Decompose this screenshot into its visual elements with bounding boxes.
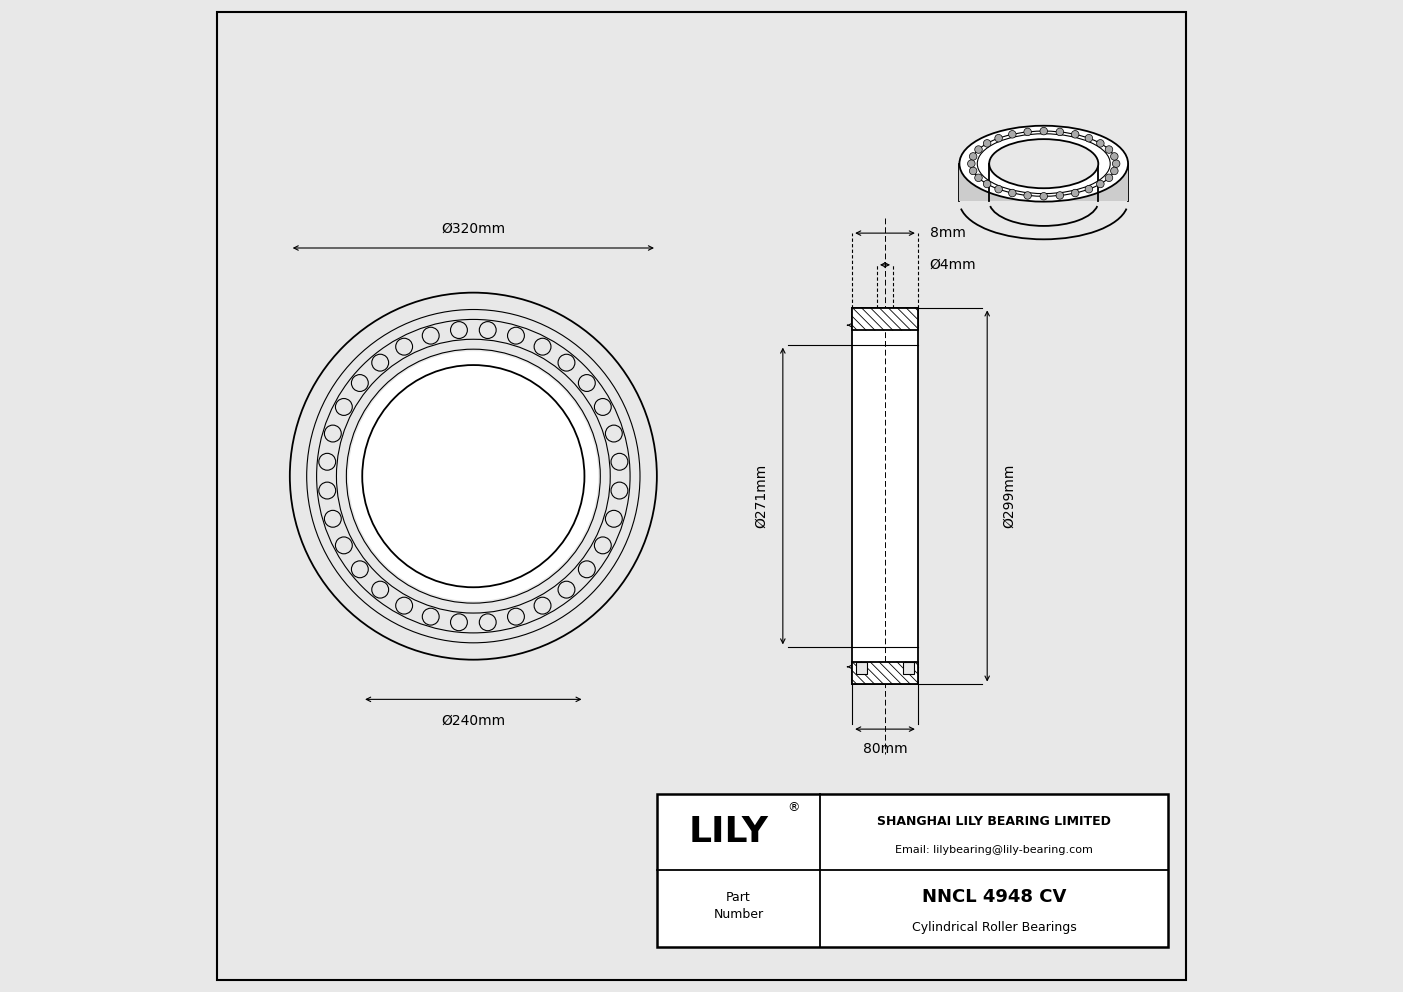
Bar — [657, 794, 1167, 947]
Bar — [852, 308, 918, 330]
Circle shape — [1040, 192, 1048, 200]
Circle shape — [1056, 191, 1063, 199]
Circle shape — [969, 168, 976, 175]
Circle shape — [1024, 191, 1031, 199]
Text: Ø271mm: Ø271mm — [753, 464, 767, 528]
Circle shape — [1072, 131, 1079, 138]
Circle shape — [984, 140, 991, 147]
Circle shape — [365, 367, 582, 585]
Circle shape — [1085, 186, 1093, 192]
Circle shape — [984, 181, 991, 187]
Circle shape — [1072, 189, 1079, 196]
Circle shape — [1106, 146, 1113, 154]
Text: ®: ® — [787, 801, 800, 813]
Text: Ø299mm: Ø299mm — [1002, 464, 1016, 528]
Text: NNCL 4948 CV: NNCL 4948 CV — [922, 888, 1066, 906]
Bar — [852, 308, 918, 684]
Circle shape — [1009, 131, 1016, 138]
Circle shape — [975, 146, 982, 154]
Circle shape — [1009, 189, 1016, 196]
Text: 80mm: 80mm — [863, 742, 908, 756]
Circle shape — [1106, 174, 1113, 182]
Bar — [960, 164, 1128, 201]
Bar — [852, 662, 918, 684]
Circle shape — [348, 351, 598, 601]
Circle shape — [968, 160, 975, 168]
Ellipse shape — [960, 126, 1128, 201]
Circle shape — [1040, 127, 1048, 135]
Circle shape — [1024, 128, 1031, 136]
Text: SHANGHAI LILY BEARING LIMITED: SHANGHAI LILY BEARING LIMITED — [877, 814, 1111, 827]
Circle shape — [975, 174, 982, 182]
Bar — [852, 308, 918, 684]
Circle shape — [969, 153, 976, 160]
Text: Ø240mm: Ø240mm — [442, 713, 505, 727]
Circle shape — [1056, 128, 1063, 136]
Text: Email: lilybearing@lily-bearing.com: Email: lilybearing@lily-bearing.com — [895, 845, 1093, 855]
Text: Part
Number: Part Number — [714, 891, 763, 921]
Circle shape — [1111, 168, 1118, 175]
Text: Cylindrical Roller Bearings: Cylindrical Roller Bearings — [912, 921, 1076, 933]
Ellipse shape — [989, 139, 1099, 188]
Circle shape — [1111, 153, 1118, 160]
Circle shape — [995, 186, 1002, 192]
Ellipse shape — [954, 121, 1134, 206]
Text: LILY: LILY — [689, 815, 769, 849]
Circle shape — [1097, 181, 1104, 187]
Bar — [856, 662, 867, 675]
Text: 8mm: 8mm — [930, 226, 965, 240]
Circle shape — [1085, 135, 1093, 142]
Circle shape — [1097, 140, 1104, 147]
Text: Ø4mm: Ø4mm — [930, 258, 976, 272]
Bar — [904, 662, 913, 675]
Circle shape — [1113, 160, 1120, 168]
Text: Ø320mm: Ø320mm — [442, 222, 505, 236]
Circle shape — [995, 135, 1002, 142]
